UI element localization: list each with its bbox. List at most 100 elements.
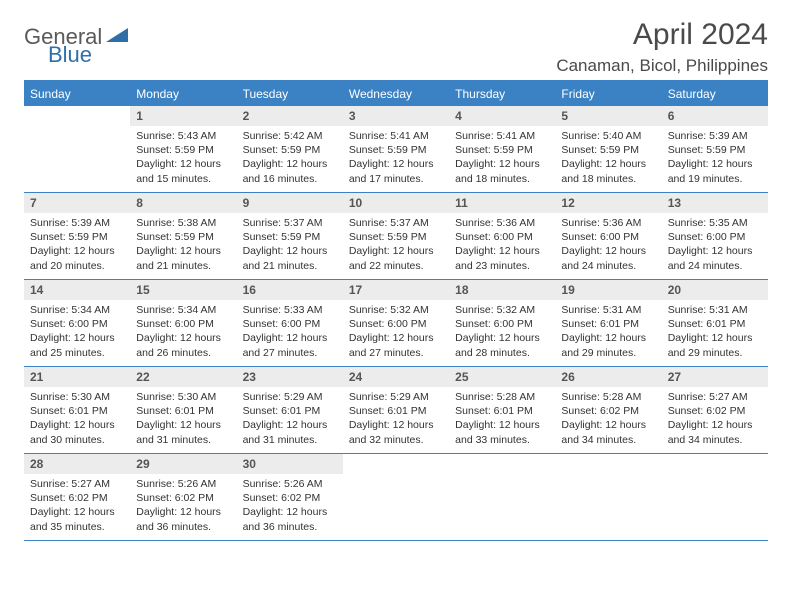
day-body: Sunrise: 5:39 AMSunset: 5:59 PMDaylight:… xyxy=(662,126,768,192)
day-cell: 23Sunrise: 5:29 AMSunset: 6:01 PMDayligh… xyxy=(237,367,343,453)
daylight-line: Daylight: 12 hours and 27 minutes. xyxy=(349,331,443,359)
daylight-line: Daylight: 12 hours and 33 minutes. xyxy=(455,418,549,446)
dow-sunday: Sunday xyxy=(24,82,130,106)
sunrise-line: Sunrise: 5:28 AM xyxy=(561,390,655,404)
week-row: 28Sunrise: 5:27 AMSunset: 6:02 PMDayligh… xyxy=(24,454,768,541)
day-body: Sunrise: 5:34 AMSunset: 6:00 PMDaylight:… xyxy=(24,300,130,366)
day-cell: 9Sunrise: 5:37 AMSunset: 5:59 PMDaylight… xyxy=(237,193,343,279)
dow-saturday: Saturday xyxy=(662,82,768,106)
day-cell: 24Sunrise: 5:29 AMSunset: 6:01 PMDayligh… xyxy=(343,367,449,453)
day-body: Sunrise: 5:27 AMSunset: 6:02 PMDaylight:… xyxy=(24,474,130,540)
sunrise-line: Sunrise: 5:26 AM xyxy=(243,477,337,491)
day-number: 3 xyxy=(343,106,449,126)
day-cell: 30Sunrise: 5:26 AMSunset: 6:02 PMDayligh… xyxy=(237,454,343,540)
sunset-line: Sunset: 6:00 PM xyxy=(668,230,762,244)
daylight-line: Daylight: 12 hours and 31 minutes. xyxy=(243,418,337,446)
day-cell: 20Sunrise: 5:31 AMSunset: 6:01 PMDayligh… xyxy=(662,280,768,366)
sunset-line: Sunset: 5:59 PM xyxy=(136,143,230,157)
sunrise-line: Sunrise: 5:36 AM xyxy=(561,216,655,230)
sunrise-line: Sunrise: 5:34 AM xyxy=(136,303,230,317)
sunset-line: Sunset: 5:59 PM xyxy=(455,143,549,157)
day-cell: 29Sunrise: 5:26 AMSunset: 6:02 PMDayligh… xyxy=(130,454,236,540)
sunrise-line: Sunrise: 5:32 AM xyxy=(455,303,549,317)
daylight-line: Daylight: 12 hours and 35 minutes. xyxy=(30,505,124,533)
day-cell: 14Sunrise: 5:34 AMSunset: 6:00 PMDayligh… xyxy=(24,280,130,366)
week-row: 1Sunrise: 5:43 AMSunset: 5:59 PMDaylight… xyxy=(24,106,768,193)
day-body: Sunrise: 5:42 AMSunset: 5:59 PMDaylight:… xyxy=(237,126,343,192)
sunrise-line: Sunrise: 5:38 AM xyxy=(136,216,230,230)
sunrise-line: Sunrise: 5:29 AM xyxy=(243,390,337,404)
day-number: 4 xyxy=(449,106,555,126)
day-number: 24 xyxy=(343,367,449,387)
day-body: Sunrise: 5:30 AMSunset: 6:01 PMDaylight:… xyxy=(130,387,236,453)
sunrise-line: Sunrise: 5:27 AM xyxy=(668,390,762,404)
day-body: Sunrise: 5:26 AMSunset: 6:02 PMDaylight:… xyxy=(130,474,236,540)
sunset-line: Sunset: 5:59 PM xyxy=(30,230,124,244)
dow-tuesday: Tuesday xyxy=(237,82,343,106)
sunrise-line: Sunrise: 5:30 AM xyxy=(136,390,230,404)
day-body: Sunrise: 5:33 AMSunset: 6:00 PMDaylight:… xyxy=(237,300,343,366)
page-title: April 2024 xyxy=(556,18,768,52)
day-cell: 15Sunrise: 5:34 AMSunset: 6:00 PMDayligh… xyxy=(130,280,236,366)
day-body: Sunrise: 5:35 AMSunset: 6:00 PMDaylight:… xyxy=(662,213,768,279)
day-body: Sunrise: 5:29 AMSunset: 6:01 PMDaylight:… xyxy=(237,387,343,453)
sunrise-line: Sunrise: 5:31 AM xyxy=(668,303,762,317)
empty-cell xyxy=(662,454,768,540)
day-number: 13 xyxy=(662,193,768,213)
day-number: 17 xyxy=(343,280,449,300)
day-body: Sunrise: 5:28 AMSunset: 6:01 PMDaylight:… xyxy=(449,387,555,453)
sunrise-line: Sunrise: 5:40 AM xyxy=(561,129,655,143)
sunset-line: Sunset: 6:02 PM xyxy=(136,491,230,505)
week-row: 14Sunrise: 5:34 AMSunset: 6:00 PMDayligh… xyxy=(24,280,768,367)
week-row: 7Sunrise: 5:39 AMSunset: 5:59 PMDaylight… xyxy=(24,193,768,280)
sunset-line: Sunset: 6:00 PM xyxy=(561,230,655,244)
sunset-line: Sunset: 6:00 PM xyxy=(30,317,124,331)
day-number: 15 xyxy=(130,280,236,300)
day-cell: 12Sunrise: 5:36 AMSunset: 6:00 PMDayligh… xyxy=(555,193,661,279)
day-body: Sunrise: 5:39 AMSunset: 5:59 PMDaylight:… xyxy=(24,213,130,279)
day-number: 6 xyxy=(662,106,768,126)
day-cell: 5Sunrise: 5:40 AMSunset: 5:59 PMDaylight… xyxy=(555,106,661,192)
sunset-line: Sunset: 5:59 PM xyxy=(668,143,762,157)
sunset-line: Sunset: 6:00 PM xyxy=(243,317,337,331)
day-body: Sunrise: 5:41 AMSunset: 5:59 PMDaylight:… xyxy=(343,126,449,192)
day-number: 16 xyxy=(237,280,343,300)
daylight-line: Daylight: 12 hours and 21 minutes. xyxy=(243,244,337,272)
sunrise-line: Sunrise: 5:28 AM xyxy=(455,390,549,404)
sunrise-line: Sunrise: 5:41 AM xyxy=(349,129,443,143)
sunrise-line: Sunrise: 5:32 AM xyxy=(349,303,443,317)
day-body: Sunrise: 5:38 AMSunset: 5:59 PMDaylight:… xyxy=(130,213,236,279)
sunrise-line: Sunrise: 5:27 AM xyxy=(30,477,124,491)
sunset-line: Sunset: 6:01 PM xyxy=(243,404,337,418)
daylight-line: Daylight: 12 hours and 29 minutes. xyxy=(561,331,655,359)
day-number: 2 xyxy=(237,106,343,126)
sunrise-line: Sunrise: 5:39 AM xyxy=(668,129,762,143)
day-body: Sunrise: 5:37 AMSunset: 5:59 PMDaylight:… xyxy=(237,213,343,279)
day-cell: 8Sunrise: 5:38 AMSunset: 5:59 PMDaylight… xyxy=(130,193,236,279)
day-cell: 18Sunrise: 5:32 AMSunset: 6:00 PMDayligh… xyxy=(449,280,555,366)
sunrise-line: Sunrise: 5:39 AM xyxy=(30,216,124,230)
day-cell: 26Sunrise: 5:28 AMSunset: 6:02 PMDayligh… xyxy=(555,367,661,453)
daylight-line: Daylight: 12 hours and 30 minutes. xyxy=(30,418,124,446)
daylight-line: Daylight: 12 hours and 34 minutes. xyxy=(561,418,655,446)
daylight-line: Daylight: 12 hours and 18 minutes. xyxy=(455,157,549,185)
day-number: 25 xyxy=(449,367,555,387)
daylight-line: Daylight: 12 hours and 29 minutes. xyxy=(668,331,762,359)
day-number: 28 xyxy=(24,454,130,474)
day-cell: 13Sunrise: 5:35 AMSunset: 6:00 PMDayligh… xyxy=(662,193,768,279)
sunset-line: Sunset: 5:59 PM xyxy=(349,230,443,244)
daylight-line: Daylight: 12 hours and 31 minutes. xyxy=(136,418,230,446)
daylight-line: Daylight: 12 hours and 24 minutes. xyxy=(561,244,655,272)
sunset-line: Sunset: 6:00 PM xyxy=(136,317,230,331)
day-cell: 19Sunrise: 5:31 AMSunset: 6:01 PMDayligh… xyxy=(555,280,661,366)
day-cell: 28Sunrise: 5:27 AMSunset: 6:02 PMDayligh… xyxy=(24,454,130,540)
day-body: Sunrise: 5:32 AMSunset: 6:00 PMDaylight:… xyxy=(449,300,555,366)
sunrise-line: Sunrise: 5:29 AM xyxy=(349,390,443,404)
daylight-line: Daylight: 12 hours and 23 minutes. xyxy=(455,244,549,272)
sunset-line: Sunset: 6:02 PM xyxy=(668,404,762,418)
day-body: Sunrise: 5:36 AMSunset: 6:00 PMDaylight:… xyxy=(555,213,661,279)
day-number: 26 xyxy=(555,367,661,387)
day-body: Sunrise: 5:43 AMSunset: 5:59 PMDaylight:… xyxy=(130,126,236,192)
sunset-line: Sunset: 5:59 PM xyxy=(349,143,443,157)
day-cell: 2Sunrise: 5:42 AMSunset: 5:59 PMDaylight… xyxy=(237,106,343,192)
